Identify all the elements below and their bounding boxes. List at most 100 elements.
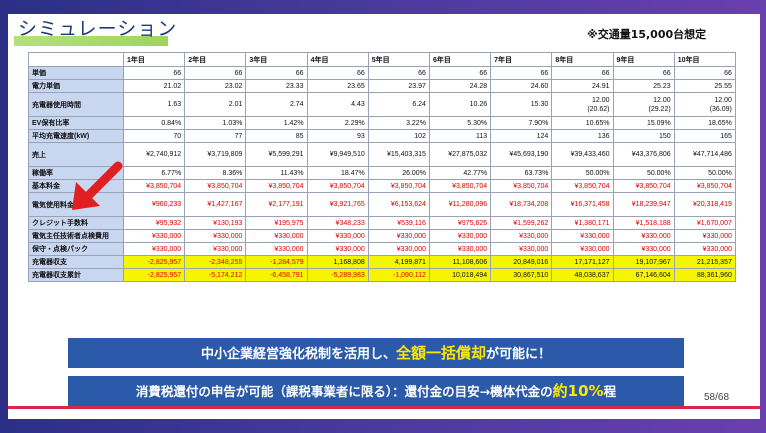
table-cell: 1,168,808 [306,255,369,269]
table-cell: 6.24 [367,92,430,117]
table-cell: ¥3,850,704 [184,179,247,193]
table-cell: 102 [367,129,430,143]
table-cell: ¥3,850,704 [673,179,736,193]
table-cell: 10.65% [551,116,614,130]
table-cell: ¥330,000 [612,229,675,243]
table-cell: ¥95,932 [122,216,186,230]
column-header: 8年目 [551,52,614,67]
table-cell: ¥330,000 [551,229,614,243]
banner2-highlight: 約10% [552,382,604,400]
table-cell: 19,107,967 [612,255,675,269]
table-cell: ¥11,280,096 [428,192,492,217]
table-cell: ¥330,000 [245,242,308,256]
table-cell: ¥20,318,419 [673,192,736,217]
table-cell: 23.02 [184,79,247,93]
table-cell: 50.00% [612,166,675,180]
table-row: 基本料金 ¥3,850,704 ¥3,850,704 ¥3,850,704 ¥3,850… [28,179,736,193]
row-label: 電力単価 [28,79,124,93]
column-header: 1年目 [122,52,186,67]
table-cell: 6.77% [122,166,186,180]
cell-value: 12.00 [653,96,671,104]
table-cell: 10,018,494 [428,268,492,282]
table-cell: ¥2,740,912 [122,142,186,167]
table-cell: -6,458,791 [245,268,308,282]
table-cell: 11.43% [245,166,308,180]
table-cell: ¥18,239,947 [612,192,675,217]
table-cell: ¥1,670,007 [673,216,736,230]
table-cell: 150 [612,129,675,143]
page-number: 58/68 [704,392,730,403]
title-underline [14,36,168,46]
table-cell: ¥6,153,624 [367,192,430,217]
table-row: 電力単価 21.02 23.02 23.33 23.65 23.97 24.28 24.60 2… [28,79,736,93]
table-cell: 85 [245,129,308,143]
row-label: 充電器使用時間 [28,92,124,117]
table-cell: ¥3,850,704 [428,179,492,193]
table-cell: 21,215,357 [673,255,736,269]
table-cell: 26.00% [367,166,430,180]
table-cell: 124 [490,129,553,143]
table-cell: ¥330,000 [184,229,247,243]
cell-subvalue: (36.09) [709,105,732,113]
row-label: 単価 [28,66,124,80]
table-cell: -2,825,957 [122,268,186,282]
row-label: 充電器収支 [28,255,124,269]
table-cell: 12.00 (20.62) [551,92,614,117]
table-cell: ¥130,193 [184,216,247,230]
table-row: 電気使用料金 ¥960,233 ¥1,427,167 ¥2,177,191 ¥3,921… [28,192,736,217]
table-cell: ¥27,875,032 [428,142,492,167]
column-header: 4年目 [306,52,369,67]
table-cell: ¥330,000 [612,242,675,256]
table-cell: 12.00 (29.22) [612,92,675,117]
table-row: 保守・点検パック ¥330,000 ¥330,000 ¥330,000 ¥330,000… [28,242,736,256]
table-cell: ¥348,233 [306,216,369,230]
table-cell: -5,174,212 [184,268,247,282]
table-cell: 3.22% [367,116,430,130]
table-cell: ¥330,000 [184,242,247,256]
banner2-suffix: 程 [603,384,617,399]
table-cell: 18.65% [673,116,736,130]
table-cell: ¥330,000 [245,229,308,243]
table-cell: ¥5,599,291 [245,142,308,167]
table-cell: ¥3,850,704 [122,179,186,193]
table-row: 稼働率 6.77% 8.36% 11.43% 18.47% 26.00% 42.77% 63.… [28,166,736,180]
cell-subvalue: (29.22) [648,105,671,113]
table-cell: ¥330,000 [490,229,553,243]
table-cell: 4.43 [306,92,369,117]
column-header: 9年目 [612,52,675,67]
table-cell: 48,038,637 [551,268,614,282]
column-header: 10年目 [673,52,736,67]
table-cell: 66 [673,66,736,80]
table-cell: 1.42% [245,116,308,130]
table-cell: 66 [367,66,430,80]
table-cell: ¥3,850,704 [490,179,553,193]
banner1-suffix: が可能に！ [486,347,552,362]
table-cell: -2,825,957 [122,255,186,269]
table-cell: 23.65 [306,79,369,93]
table-cell: ¥16,371,458 [551,192,614,217]
table-cell: ¥1,427,167 [184,192,247,217]
table-cell: ¥330,000 [551,242,614,256]
banner1-text: 中小企業経営強化税制を活用し、 [200,347,396,362]
column-header: 2年目 [184,52,247,67]
table-cell: 66 [428,66,492,80]
banner2-text: 消費税還付の申告が可能（課税事業者に限る）：還付金の目安→機体代金の [135,384,553,399]
table-cell: 24.91 [551,79,614,93]
table-row: 電気主任技術者点検費用 ¥330,000 ¥330,000 ¥330,000 ¥330,… [28,229,736,243]
table-cell: ¥2,177,191 [245,192,308,217]
table-cell: ¥195,975 [245,216,308,230]
table-cell: ¥3,850,704 [367,179,430,193]
table-cell: ¥330,000 [367,242,430,256]
table-cell: ¥330,000 [306,242,369,256]
table-cell: ¥47,714,486 [673,142,736,167]
table-cell: 1.03% [184,116,247,130]
table-cell: 66 [122,66,186,80]
table-cell: ¥3,850,704 [306,179,369,193]
table-cell: ¥330,000 [673,229,736,243]
table-cell: 4,199,871 [367,255,430,269]
table-cell: 66 [551,66,614,80]
table-row: 充電器収支 -2,825,957 -2,348,255 -1,284,579 1,168… [28,255,736,269]
row-label: 平均充電速度(kW) [28,129,124,143]
table-cell: ¥960,233 [122,192,186,217]
cell-value: 12.00 [714,96,732,104]
